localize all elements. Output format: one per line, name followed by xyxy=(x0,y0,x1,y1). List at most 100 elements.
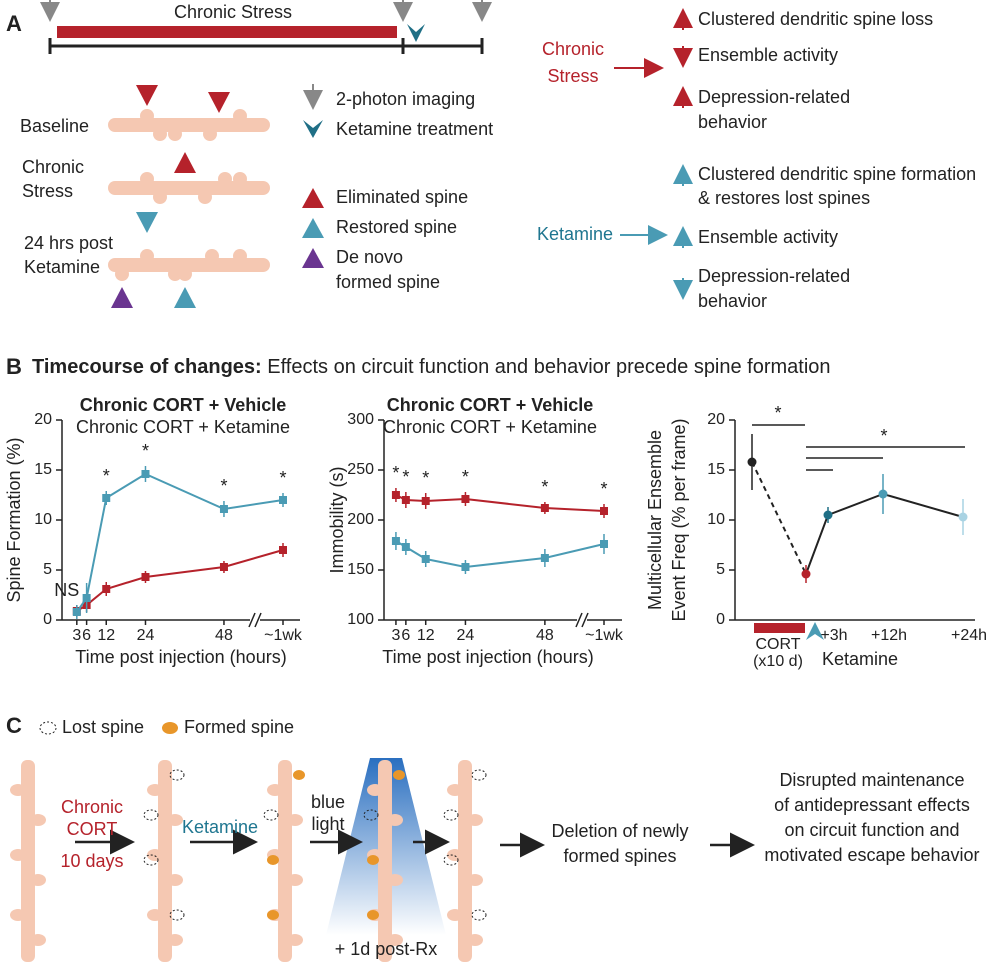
effect-text: Depression-related xyxy=(698,87,850,107)
panel-title: Timecourse of changes: Effects on circui… xyxy=(32,356,831,378)
data-point xyxy=(279,546,287,554)
y-axis-label: Immobility (s) xyxy=(327,467,347,574)
data-point xyxy=(141,573,150,581)
annotation: * xyxy=(392,463,399,483)
ketamine-label: Ketamine xyxy=(537,224,613,244)
spine xyxy=(233,109,247,123)
spine xyxy=(30,874,46,886)
data-point xyxy=(102,494,111,502)
spine xyxy=(447,784,463,796)
legend-entry: Chronic CORT + Ketamine xyxy=(76,417,290,437)
data-point xyxy=(141,470,150,478)
formed-spine xyxy=(267,855,279,865)
spine xyxy=(30,934,46,946)
data-point xyxy=(747,457,757,467)
effect-text: Depression-related xyxy=(698,266,850,286)
data-point xyxy=(391,491,400,499)
x-tick-label: +24h xyxy=(951,627,987,644)
axis-break xyxy=(581,612,589,628)
effect-text: behavior xyxy=(698,291,767,311)
formed-spine xyxy=(393,770,405,780)
spine xyxy=(10,849,26,861)
panel-label: B xyxy=(6,354,22,379)
y-axis-label: Multicellular Ensemble xyxy=(645,430,665,610)
spine xyxy=(140,172,154,186)
spine xyxy=(467,874,483,886)
spine xyxy=(178,267,192,281)
spine xyxy=(287,874,303,886)
y-tick-label: 100 xyxy=(347,611,374,628)
annotation: * xyxy=(279,468,286,488)
data-point xyxy=(801,569,811,579)
data-point xyxy=(102,585,111,593)
legend-text: Eliminated spine xyxy=(336,187,468,207)
data-point xyxy=(219,563,228,571)
stress-label: Chronic xyxy=(542,39,604,59)
x-tick-label: 48 xyxy=(215,627,233,644)
data-point xyxy=(540,504,549,512)
lost-spine xyxy=(471,909,487,921)
result-text: Disrupted maintenance xyxy=(779,770,964,790)
x-axis-label: Time post injection (hours) xyxy=(75,647,286,667)
data-point xyxy=(421,497,430,505)
spine xyxy=(153,190,167,204)
timeline xyxy=(40,0,492,54)
series-line xyxy=(395,540,605,569)
spine xyxy=(467,934,483,946)
annotation: * xyxy=(103,466,110,486)
spine xyxy=(198,190,212,204)
dendrite xyxy=(458,760,472,962)
annotation: * xyxy=(880,426,887,446)
x-tick-label: 6 xyxy=(82,627,91,644)
data-point xyxy=(401,496,410,504)
axis-break xyxy=(575,612,583,628)
data-point xyxy=(72,608,81,616)
y-tick-label: 5 xyxy=(43,561,52,578)
formed-spine xyxy=(367,855,379,865)
cort-bar xyxy=(754,623,805,633)
lost-spine xyxy=(471,769,487,781)
dendrite xyxy=(378,760,392,962)
legend-c xyxy=(39,721,178,735)
data-point xyxy=(219,505,228,513)
series-line xyxy=(751,461,807,575)
lost-spine xyxy=(143,854,159,866)
spine xyxy=(140,249,154,263)
spine xyxy=(367,784,383,796)
formed-spine xyxy=(367,910,379,920)
annotation: * xyxy=(462,467,469,487)
spine xyxy=(167,874,183,886)
y-tick-label: 250 xyxy=(347,461,374,478)
y-axis-label: Spine Formation (%) xyxy=(4,437,24,602)
row-label: Baseline xyxy=(20,116,89,136)
series-line xyxy=(805,492,964,575)
axis-break xyxy=(250,612,260,628)
lost-spine xyxy=(443,809,459,821)
panel-label: A xyxy=(6,11,22,36)
data-point xyxy=(401,543,410,551)
spine xyxy=(30,814,46,826)
spine xyxy=(205,249,219,263)
spine xyxy=(115,267,129,281)
y-tick-label: 0 xyxy=(716,611,725,628)
spine xyxy=(287,814,303,826)
spine xyxy=(140,109,154,123)
data-point xyxy=(391,537,400,545)
data-point xyxy=(82,594,91,602)
series-line xyxy=(76,549,284,612)
data-point xyxy=(461,495,470,503)
spine xyxy=(153,127,167,141)
data-point xyxy=(823,510,833,520)
spine xyxy=(233,249,247,263)
spine xyxy=(168,127,182,141)
y-tick-label: 10 xyxy=(707,511,725,528)
annotation: * xyxy=(422,468,429,488)
dendrite xyxy=(108,118,270,132)
y-axis-label: Event Freq (% per frame) xyxy=(669,418,689,621)
y-tick-label: 15 xyxy=(707,461,725,478)
spine xyxy=(447,909,463,921)
annotation: NS xyxy=(54,580,79,600)
spine xyxy=(467,814,483,826)
effect-text: & restores lost spines xyxy=(698,188,870,208)
